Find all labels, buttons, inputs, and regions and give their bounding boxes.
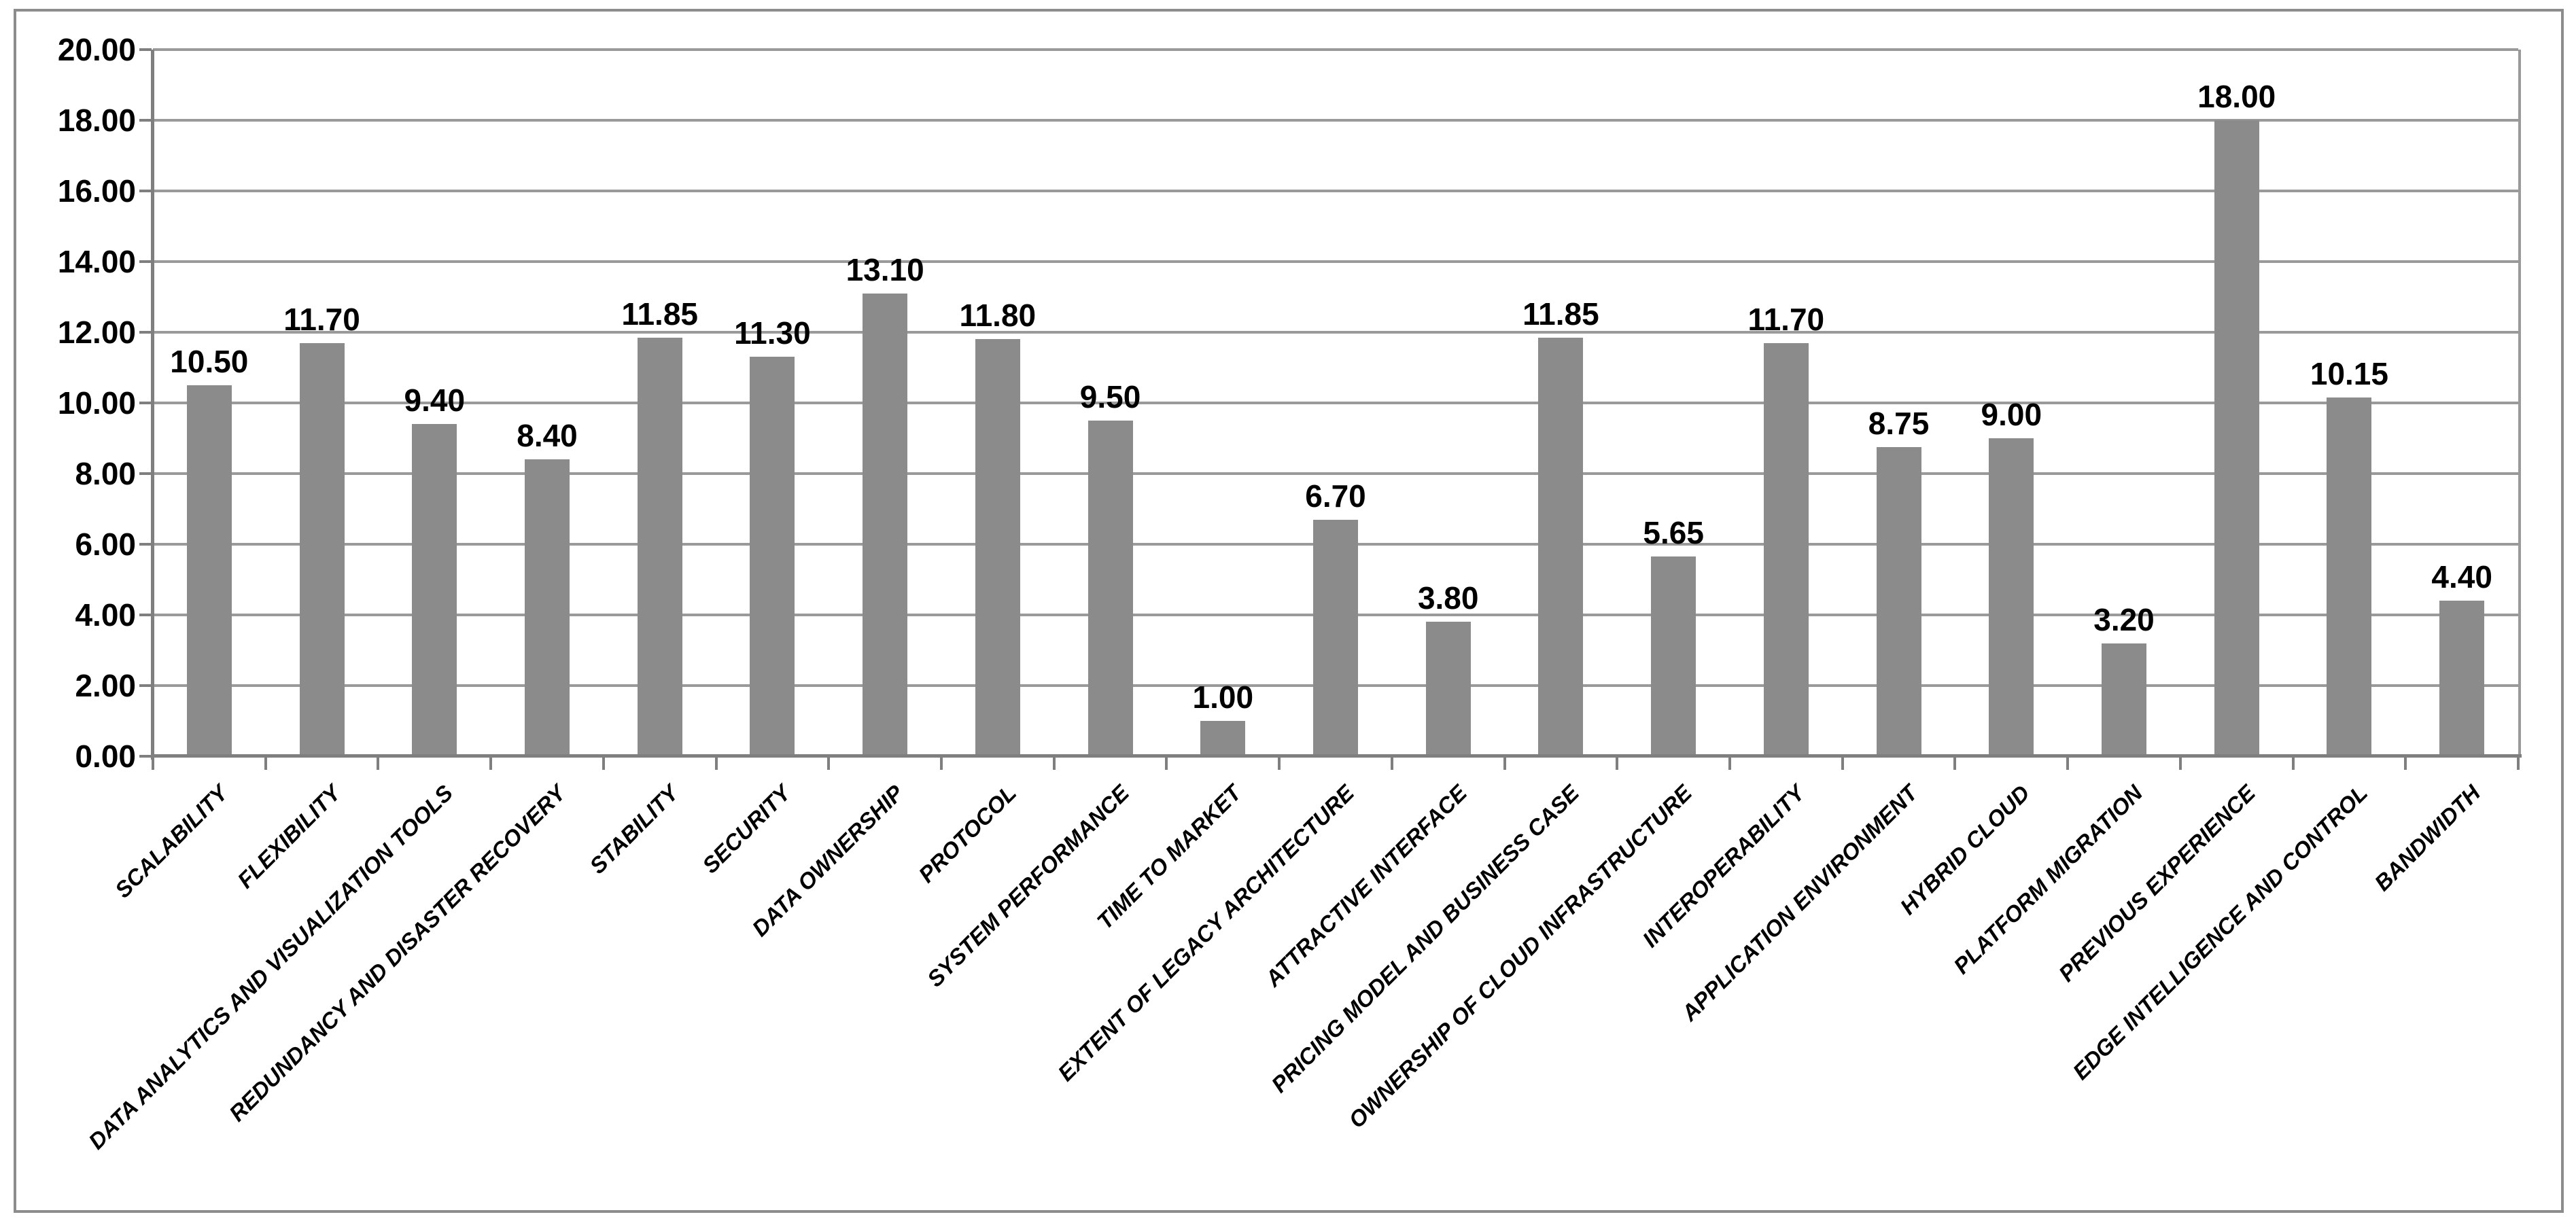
bar-value-label: 4.40: [2431, 559, 2492, 595]
gridline: [153, 119, 2518, 122]
bar-value-label: 10.15: [2310, 356, 2388, 392]
y-axis-tick: [139, 755, 152, 758]
x-axis-tick: [2404, 758, 2407, 770]
x-axis-tick: [1390, 758, 1393, 770]
y-axis-tick-label: 6.00: [75, 527, 136, 562]
bar: [1876, 447, 1921, 756]
x-axis-tick: [1953, 758, 1957, 770]
bar: [1651, 556, 1696, 756]
plot-right-border: [2518, 50, 2521, 756]
x-axis-tick: [1728, 758, 1731, 770]
bar: [2439, 601, 2485, 756]
x-axis-tick: [1278, 758, 1281, 770]
bar-value-label: 11.85: [1522, 296, 1599, 332]
bar: [1763, 342, 1809, 756]
gridline: [153, 402, 2518, 404]
bar-value-label: 8.75: [1868, 406, 1930, 441]
bar: [2327, 397, 2372, 756]
x-axis-tick: [2066, 758, 2070, 770]
x-axis-tick: [152, 758, 154, 770]
gridline: [153, 190, 2518, 192]
bar: [1087, 421, 1133, 756]
x-axis-tick: [1841, 758, 1844, 770]
bar: [1313, 519, 1358, 756]
bar: [863, 293, 908, 756]
bar-value-label: 5.65: [1643, 515, 1704, 551]
x-axis-tick: [1503, 758, 1506, 770]
y-axis-tick-label: 12.00: [57, 315, 136, 350]
y-axis-tick-label: 4.00: [75, 597, 136, 633]
bar-value-label: 1.00: [1192, 679, 1254, 715]
bar-value-label: 9.50: [1079, 379, 1141, 414]
x-axis-tick: [940, 758, 943, 770]
x-axis-tick: [377, 758, 380, 770]
x-axis-tick: [489, 758, 493, 770]
bar-value-label: 11.70: [1747, 301, 1825, 337]
y-axis-tick: [139, 331, 152, 334]
y-axis-tick: [139, 472, 152, 475]
x-axis-tick: [714, 758, 718, 770]
x-axis-line: [151, 754, 2522, 758]
bar: [412, 424, 457, 756]
y-axis-tick-label: 20.00: [57, 32, 136, 67]
bar-value-label: 9.40: [404, 383, 466, 419]
gridline: [153, 331, 2518, 334]
y-axis-tick-label: 8.00: [75, 456, 136, 491]
y-axis-tick: [139, 543, 152, 546]
y-axis-line: [151, 50, 154, 760]
x-axis-tick: [1052, 758, 1056, 770]
bar-value-label: 3.20: [2093, 601, 2155, 637]
bar: [750, 357, 795, 756]
bar-value-label: 10.50: [170, 344, 249, 379]
bar: [1538, 337, 1584, 756]
bar-value-label: 8.40: [517, 418, 578, 454]
bar-value-label: 11.80: [959, 298, 1037, 334]
bar: [1200, 721, 1246, 756]
y-axis-tick: [139, 402, 152, 404]
y-axis-tick-label: 18.00: [57, 103, 136, 138]
x-axis-tick: [827, 758, 831, 770]
bar-value-label: 13.10: [846, 251, 924, 287]
x-axis-tick: [2517, 758, 2520, 770]
bar: [2214, 120, 2259, 756]
bar-value-label: 9.00: [1981, 397, 2042, 432]
x-axis-tick: [1165, 758, 1168, 770]
bar-value-label: 11.70: [283, 301, 360, 337]
gridline: [153, 472, 2518, 475]
y-axis-tick: [139, 260, 152, 263]
bar: [2102, 643, 2146, 756]
bar: [525, 459, 570, 756]
gridline: [153, 48, 2518, 51]
bar: [637, 337, 682, 756]
y-axis-tick: [139, 614, 152, 616]
y-axis-tick: [139, 684, 152, 687]
x-axis-tick: [2291, 758, 2295, 770]
bar-value-label: 6.70: [1305, 478, 1366, 514]
bar-value-label: 18.00: [2197, 79, 2276, 114]
bar-value-label: 11.30: [734, 315, 811, 351]
bar: [299, 342, 345, 756]
bar: [186, 385, 232, 756]
y-axis-tick-label: 14.00: [57, 244, 136, 279]
y-axis-tick-label: 0.00: [75, 739, 136, 774]
x-axis-tick: [1616, 758, 1619, 770]
bar-value-label: 3.80: [1417, 580, 1479, 616]
y-axis-tick-label: 10.00: [57, 385, 136, 421]
y-axis-tick-label: 2.00: [75, 668, 136, 703]
bar: [1989, 438, 2034, 756]
x-axis-tick: [264, 758, 267, 770]
bar: [1425, 622, 1471, 756]
y-axis-tick: [139, 190, 152, 192]
bar-value-label: 11.85: [621, 296, 698, 332]
y-axis-tick: [139, 48, 152, 51]
y-axis-tick: [139, 119, 152, 122]
gridline: [153, 260, 2518, 263]
bar: [975, 339, 1020, 756]
y-axis-tick-label: 16.00: [57, 173, 136, 209]
x-axis-tick: [2178, 758, 2182, 770]
x-axis-tick: [602, 758, 605, 770]
